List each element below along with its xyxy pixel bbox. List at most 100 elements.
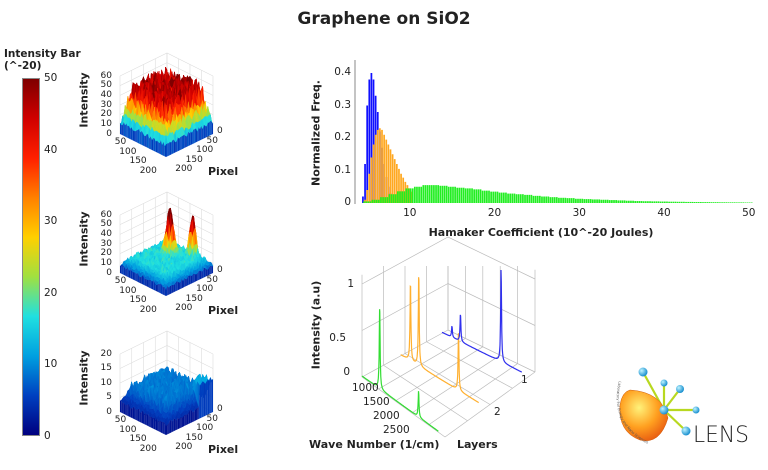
x-tick-label: 30 (572, 207, 586, 219)
histogram-bar (364, 199, 366, 203)
histogram-bar (366, 105, 369, 203)
histogram-bar (411, 188, 414, 203)
pixel-tick-label: 200 (139, 304, 157, 315)
histogram-bar (583, 199, 586, 203)
histogram-bar (507, 193, 509, 203)
histogram-bar (393, 159, 396, 203)
histogram-bar (657, 201, 660, 203)
histogram-bar (653, 201, 656, 203)
histogram-bar (591, 199, 594, 203)
histogram-bar (509, 193, 512, 203)
histogram-bar (547, 196, 550, 203)
histogram (354, 60, 753, 204)
z-tick-label: 60 (100, 209, 112, 220)
histogram-bar (564, 197, 567, 203)
x-tick-label: 20 (487, 207, 502, 219)
histogram-bar (483, 190, 486, 203)
histogram-bar (524, 194, 526, 203)
y-axis-title: Normalized Freq. (309, 80, 323, 186)
histogram-bar (405, 188, 408, 203)
z-tick-label: 30 (100, 99, 112, 110)
histogram-bar (712, 202, 715, 203)
histogram-bar (676, 201, 679, 203)
histogram-bar (403, 191, 406, 203)
histogram-bar (738, 202, 740, 203)
histogram-bar (390, 194, 393, 203)
z-tick-label: 15 (100, 363, 112, 373)
z-tick-label: 40 (100, 228, 112, 239)
histogram-bar (511, 193, 514, 203)
histogram-bar (706, 202, 709, 203)
histogram-bar (498, 192, 501, 203)
histogram-bar (370, 73, 373, 203)
histogram-bar (379, 128, 381, 203)
spectra-3d (361, 236, 536, 438)
histogram-bar (683, 201, 685, 203)
histogram-bar (627, 200, 630, 203)
histogram-bar (364, 164, 366, 203)
histogram-bar (659, 201, 662, 203)
wave-axis-title: Wave Number (1/cm) (309, 438, 440, 451)
surface-mesh (119, 66, 214, 157)
histogram-bar (471, 188, 473, 203)
pixel-tick-label: 0 (217, 404, 223, 414)
histogram-bar (700, 202, 702, 203)
x-tick-label: 10 (403, 207, 417, 219)
pixel-tick-label: 150 (185, 154, 203, 165)
histogram-bar (632, 200, 634, 203)
z-tick-label: 20 (100, 109, 112, 120)
histogram-bar (413, 186, 416, 203)
histogram-bar (406, 185, 409, 203)
histogram-bar (710, 202, 713, 203)
histogram-bar (366, 190, 369, 203)
histogram-bar (666, 201, 668, 203)
wave-tick-label: 1500 (363, 396, 390, 408)
histogram-bar (615, 200, 617, 203)
y-tick-label: 0.2 (334, 131, 351, 143)
histogram-bar (538, 195, 541, 203)
histogram-bar (515, 194, 518, 203)
wave-tick-label: 2000 (373, 410, 400, 422)
axis-grid (361, 236, 536, 438)
histogram-bar (532, 195, 535, 203)
histogram-bar (736, 202, 738, 203)
histogram-bar (447, 186, 450, 203)
z-tick-label: 40 (100, 89, 112, 100)
histogram-bar (479, 189, 482, 203)
histogram-bar (587, 199, 590, 203)
z-tick-label: 0.5 (329, 332, 346, 344)
histogram-bar (594, 199, 596, 203)
pixel-tick-label: 0 (217, 126, 223, 136)
pixel-tick-label: 150 (129, 434, 147, 444)
z-tick-label: 0 (343, 366, 350, 378)
histogram-bar (596, 199, 598, 203)
pixel-tick-label: 50 (206, 413, 218, 424)
histogram-bar (494, 191, 497, 203)
histogram-bar (530, 194, 533, 203)
histogram-bar (664, 201, 666, 203)
z-axis-title: Intensity (77, 72, 91, 128)
surface-plot-1 (119, 52, 214, 157)
histogram-bar (604, 199, 607, 203)
histogram-bar (381, 129, 383, 203)
z-tick-label: 50 (100, 219, 112, 230)
histogram-bar (560, 197, 562, 203)
histogram-bar (733, 202, 736, 203)
pixel-tick-label: 50 (114, 276, 127, 286)
pixel-tick-label: 0 (217, 265, 223, 275)
z-tick-label: 0 (106, 406, 112, 417)
pixel-tick-label: 50 (206, 274, 218, 285)
histogram-bar (725, 202, 728, 203)
histogram-bar (430, 185, 433, 203)
histogram-bar (640, 201, 643, 203)
histogram-bar (611, 200, 613, 203)
histogram-bar (380, 197, 382, 203)
pixel-axis-title: Pixel (208, 304, 239, 317)
layer-tick-label: 1 (521, 374, 528, 386)
histogram-bar (543, 196, 545, 203)
histogram-bar (513, 193, 516, 203)
histogram-bar (370, 157, 373, 203)
histogram-bar (719, 202, 721, 203)
z-tick-label: 10 (100, 118, 112, 129)
pixel-tick-label: 150 (185, 293, 203, 304)
